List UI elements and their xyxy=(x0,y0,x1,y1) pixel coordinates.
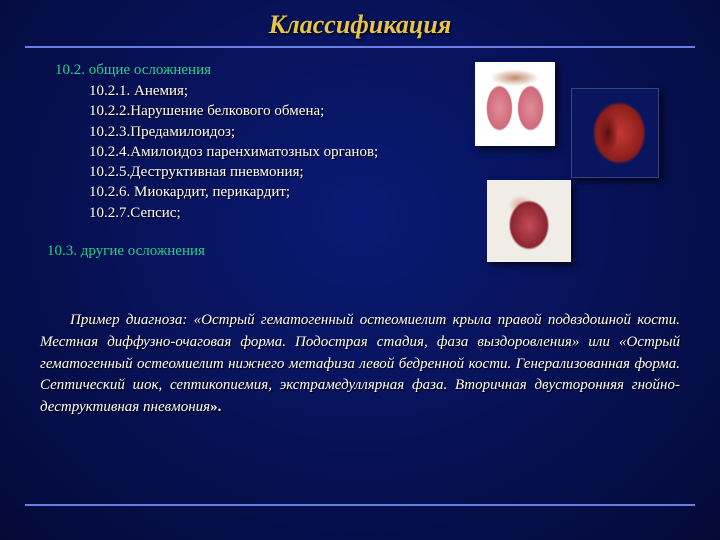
list-item: 10.2.4.Амилоидоз паренхиматозных органов… xyxy=(89,142,485,162)
list-item: 10.2.1. Анемия; xyxy=(89,81,485,101)
content-block: 10.2. общие осложнения 10.2.1. Анемия; 1… xyxy=(55,62,485,260)
example-text: Пример диагноза: «Острый гематогенный ос… xyxy=(40,312,680,415)
kidney-image xyxy=(571,88,659,178)
list-item: 10.2.7.Сепсис; xyxy=(89,203,485,223)
slide: Классификация 10.2. общие осложнения 10.… xyxy=(0,0,720,540)
slide-title: Классификация xyxy=(0,10,720,40)
list-item: 10.2.2.Нарушение белкового обмена; xyxy=(89,101,485,121)
list-item: 10.2.3.Предамилоидоз; xyxy=(89,122,485,142)
section-10-3-heading: 10.3. другие осложнения xyxy=(47,243,485,260)
lungs-image xyxy=(475,62,555,146)
list-item: 10.2.6. Миокардит, перикардит; xyxy=(89,182,485,202)
bottom-rule xyxy=(25,504,695,506)
example-paragraph: Пример диагноза: «Острый гематогенный ос… xyxy=(40,310,680,419)
top-rule xyxy=(25,46,695,48)
heart-image xyxy=(487,180,571,262)
section-10-2-heading: 10.2. общие осложнения xyxy=(55,62,485,79)
list-item: 10.2.5.Деструктивная пневмония; xyxy=(89,162,485,182)
section-10-2-items: 10.2.1. Анемия; 10.2.2.Нарушение белково… xyxy=(89,81,485,223)
example-endquote: ». xyxy=(210,399,221,415)
